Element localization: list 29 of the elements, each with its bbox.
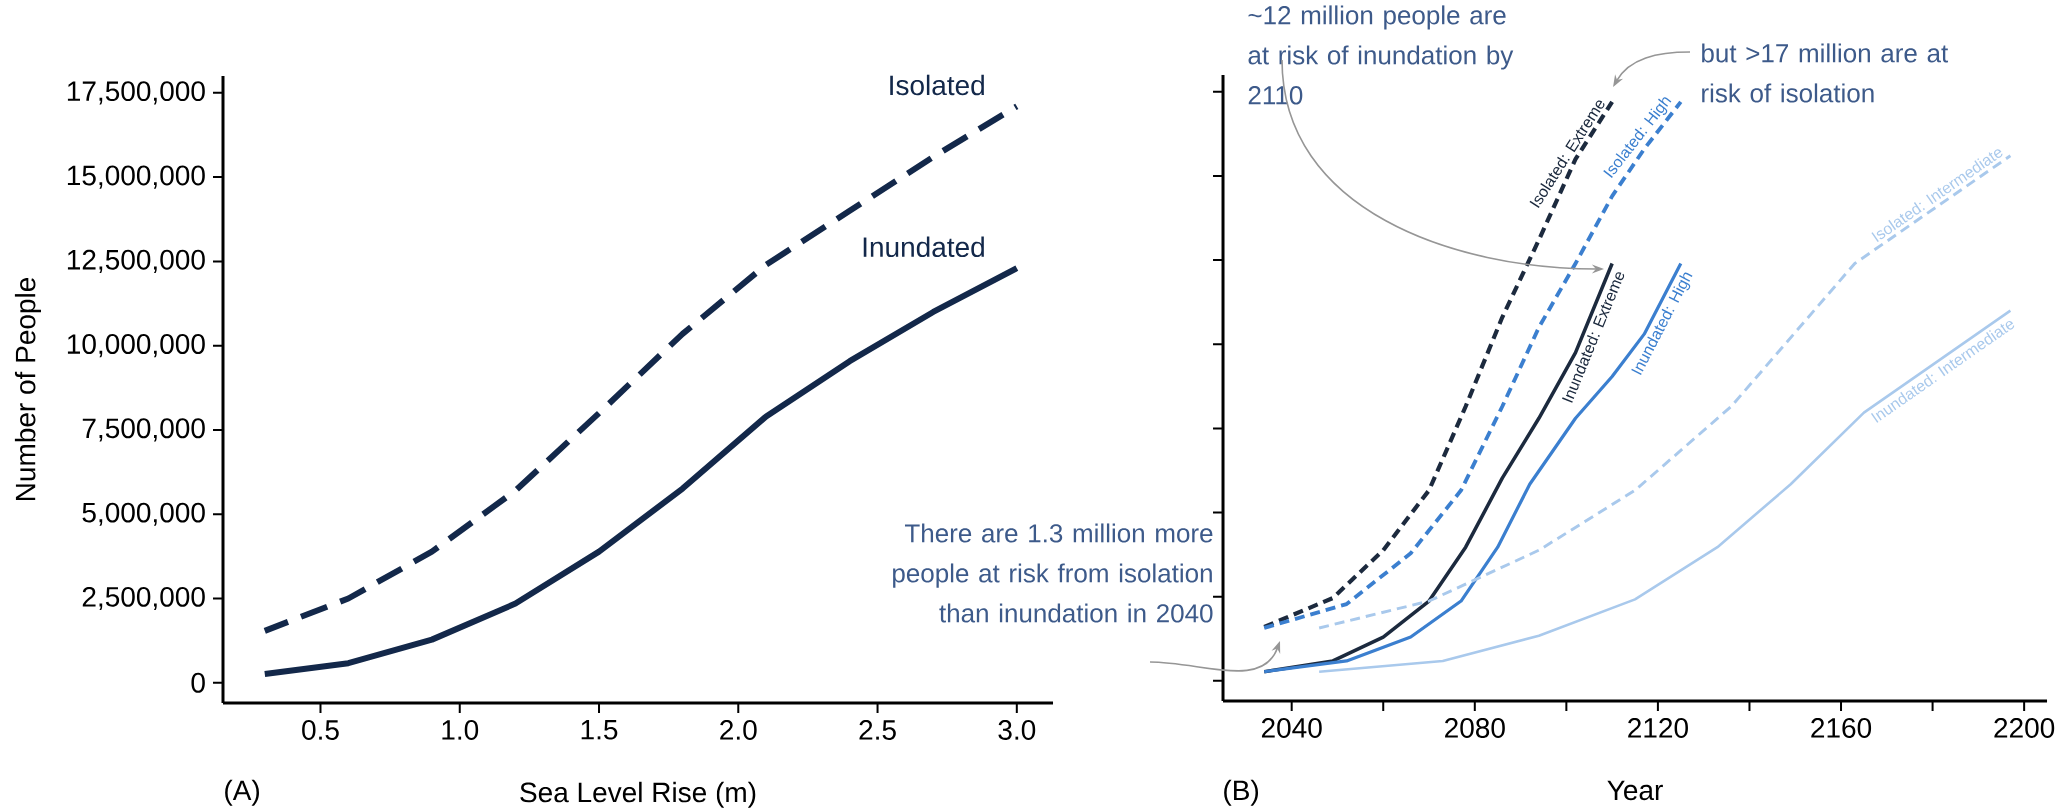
series-label: Inundated — [863, 236, 984, 258]
annotation: There are 1.3 million more people at risk from isolation than inundation in 2040 — [893, 523, 1213, 623]
x-axis-title: Year — [1607, 780, 1663, 801]
annotation: but >17 million are at risk of isolation — [1702, 43, 1949, 103]
y-tick-label: 2,500,000 — [82, 586, 205, 611]
x-axis-title: Sea Level Rise (m) — [520, 781, 756, 808]
annotation: ~12 million people are at risk of inundation by 2110 — [1248, 5, 1514, 105]
y-tick-label: 10,000,000 — [67, 334, 205, 358]
y-axis-title: Number of People — [14, 277, 41, 501]
x-tick-label: 2080 — [1445, 718, 1505, 738]
x-tick-label: 0.5 — [302, 720, 339, 740]
x-tick-label: 2200 — [1994, 718, 2055, 738]
x-tick-label: 2160 — [1811, 718, 1872, 738]
y-tick-label: 15,000,000 — [67, 165, 205, 189]
x-tick-label: 2120 — [1628, 718, 1688, 738]
series-label: Isolated — [890, 74, 984, 96]
y-tick-label: 17,500,000 — [67, 81, 205, 105]
x-tick-label: 1.0 — [442, 720, 479, 740]
x-tick-label: 1.5 — [581, 720, 618, 740]
y-tick-label: 7,500,000 — [82, 418, 205, 442]
text: (B) — [1224, 779, 1259, 806]
y-tick-label: 0 — [191, 672, 205, 693]
text: (A) — [225, 779, 259, 806]
x-tick-label: 3.0 — [998, 720, 1036, 740]
y-tick-label: 5,000,000 — [82, 502, 205, 526]
x-tick-label: 2040 — [1261, 718, 1322, 738]
x-tick-label: 2.5 — [859, 720, 896, 740]
x-tick-label: 2.0 — [720, 720, 757, 740]
y-tick-label: 12,500,000 — [67, 249, 205, 273]
